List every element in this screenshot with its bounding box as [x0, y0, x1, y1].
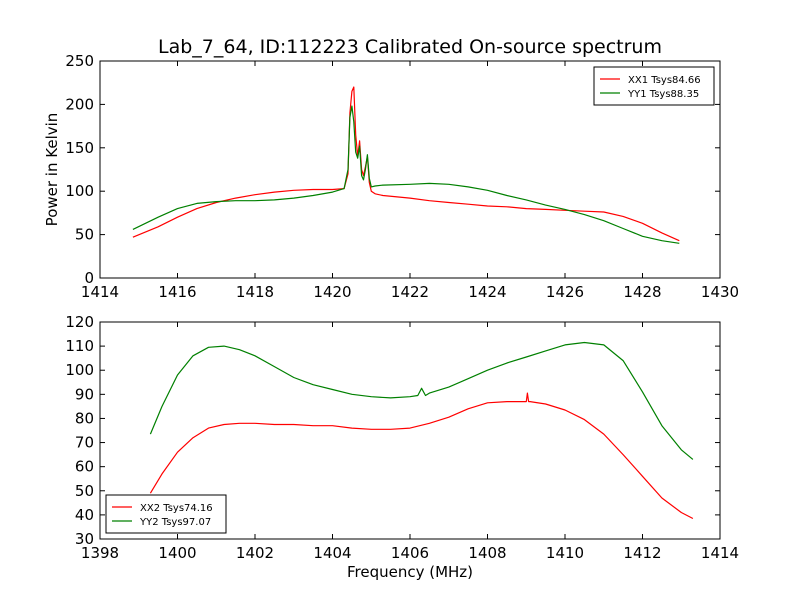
x-axis-label: Frequency (MHz): [347, 563, 473, 581]
y-tick-label: 60: [75, 458, 94, 476]
y-tick-label: 50: [75, 226, 94, 244]
legend-box: [593, 66, 715, 106]
x-tick-label: 1406: [391, 544, 429, 562]
x-tick-label: 1408: [468, 544, 506, 562]
y-tick-label: 150: [65, 139, 94, 157]
x-tick-label: 1424: [468, 283, 506, 301]
series-line-1-1: [149, 341, 694, 460]
x-tick-label: 1412: [623, 544, 661, 562]
x-tick-label: 1402: [236, 544, 274, 562]
legend: XX2 Tsys74.16 YY2 Tsys97.07: [105, 494, 227, 534]
series-line-0-0: [132, 86, 680, 242]
x-tick-label: 1414: [81, 283, 119, 301]
y-tick-label: 0: [84, 269, 94, 287]
y-axis-label: Power in Kelvin: [43, 113, 61, 227]
x-tick-label: 1422: [391, 283, 429, 301]
legend-label-1: YY1 Tsys88.35: [627, 89, 699, 100]
y-tick-label: 80: [75, 409, 94, 427]
y-tick-label: 30: [75, 530, 94, 548]
top-panel: 1414 1416 1418 1420 1422 1424 1426 1428 1430 0 50 1…: [43, 52, 739, 301]
x-tick-label: 1430: [701, 283, 739, 301]
x-tick-label: 1418: [236, 283, 274, 301]
bottom-panel: 1398 1400 1402 1404 1406 1408 1410 1412 1414 30 40…: [65, 313, 739, 562]
y-tick-label: 120: [65, 313, 94, 331]
y-tick-label: 100: [65, 361, 94, 379]
legend: XX1 Tsys84.66 YY1 Tsys88.35: [593, 66, 715, 106]
x-tick-label: 1398: [81, 544, 119, 562]
legend-label-0: XX1 Tsys84.66: [628, 75, 701, 86]
y-tick-label: 90: [75, 385, 94, 403]
series-line-0-1: [132, 105, 680, 244]
x-tick-label: 1404: [313, 544, 351, 562]
chart-title: Lab_7_64, ID:112223 Calibrated On-source…: [158, 36, 662, 58]
x-tick-label: 1416: [158, 283, 196, 301]
x-tick-label: 1420: [313, 283, 351, 301]
series-line-1-0: [149, 392, 694, 520]
legend-box: [105, 494, 227, 534]
x-tick-label: 1428: [623, 283, 661, 301]
y-tick-label: 250: [65, 52, 94, 70]
x-tick-label: 1426: [546, 283, 584, 301]
x-tick-label: 1410: [546, 544, 584, 562]
y-tick-label: 70: [75, 434, 94, 452]
x-tick-label: 1400: [158, 544, 196, 562]
y-tick-label: 100: [65, 182, 94, 200]
y-tick-label: 50: [75, 482, 94, 500]
legend-label-1: YY2 Tsys97.07: [139, 517, 211, 528]
legend-label-0: XX2 Tsys74.16: [140, 503, 213, 514]
y-tick-label: 110: [65, 337, 94, 355]
y-tick-label: 200: [65, 95, 94, 113]
y-tick-label: 40: [75, 506, 94, 524]
x-tick-label: 1414: [701, 544, 739, 562]
